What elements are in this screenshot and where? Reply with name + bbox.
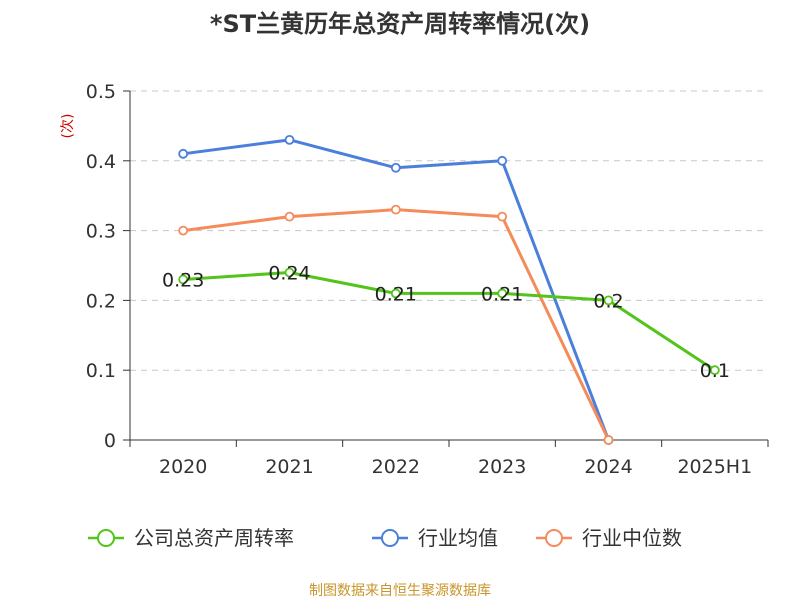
y-tick-label: 0.1: [86, 360, 116, 382]
data-label: 0.24: [268, 262, 310, 284]
y-tick-label: 0.3: [86, 221, 116, 243]
x-ticks: 2020 2021 2022 2023 2024 2025H1: [159, 456, 752, 478]
grid: [130, 90, 768, 371]
data-label: 0.23: [162, 269, 204, 291]
data-point: [390, 204, 401, 215]
data-point: [178, 225, 189, 236]
legend: 公司总资产周转率 行业均值 行业中位数: [88, 526, 682, 550]
y-tick-label: 0.4: [86, 151, 116, 173]
data-label: 0.2: [593, 290, 623, 312]
data-point: [497, 155, 508, 166]
data-point: [603, 295, 614, 306]
source-note: 制图数据来自恒生聚源数据库: [309, 583, 491, 599]
x-tick-label: 2022: [372, 456, 420, 478]
axes: [123, 90, 769, 447]
data-point: [284, 211, 295, 222]
x-tick-label: 2025H1: [677, 456, 752, 478]
x-tick-label: 2024: [584, 456, 632, 478]
data-point: [390, 288, 401, 299]
y-tick-label: 0.5: [86, 81, 116, 103]
series-lines: [182, 138, 716, 441]
series-line: [183, 270, 716, 372]
data-point: [603, 435, 614, 445]
data-point: [497, 288, 508, 299]
data-label: 0.21: [375, 283, 417, 305]
data-point: [284, 134, 295, 145]
y-ticks: 0 0.1 0.2 0.3 0.4 0.5: [86, 81, 116, 452]
data-labels: 0.23 0.24 0.21 0.21 0.2 0.1: [162, 262, 730, 382]
y-tick-label: 0: [104, 430, 116, 452]
series-line: [182, 208, 610, 441]
x-tick-label: 2021: [265, 456, 313, 478]
legend-label: 公司总资产周转率: [134, 526, 294, 550]
x-tick-label: 2023: [478, 456, 526, 478]
legend-swatch-marker: [545, 529, 563, 547]
y-tick-label: 0.2: [86, 290, 116, 312]
data-point: [497, 211, 508, 222]
data-point: [284, 267, 295, 278]
legend-label: 行业中位数: [582, 526, 682, 550]
legend-swatch-marker: [97, 529, 115, 547]
data-point: [178, 274, 189, 285]
data-label: 0.21: [481, 283, 523, 305]
x-tick-label: 2020: [159, 456, 207, 478]
series-points: [178, 134, 720, 445]
data-point: [390, 162, 401, 173]
legend-swatch-marker: [381, 529, 399, 547]
chart-title: *ST兰黄历年总资产周转率情况(次): [210, 10, 590, 38]
data-point: [178, 148, 189, 159]
y-axis-label: (次): [60, 114, 76, 139]
legend-label: 行业均值: [418, 526, 498, 550]
data-point: [709, 365, 720, 376]
data-label: 0.1: [700, 360, 730, 382]
